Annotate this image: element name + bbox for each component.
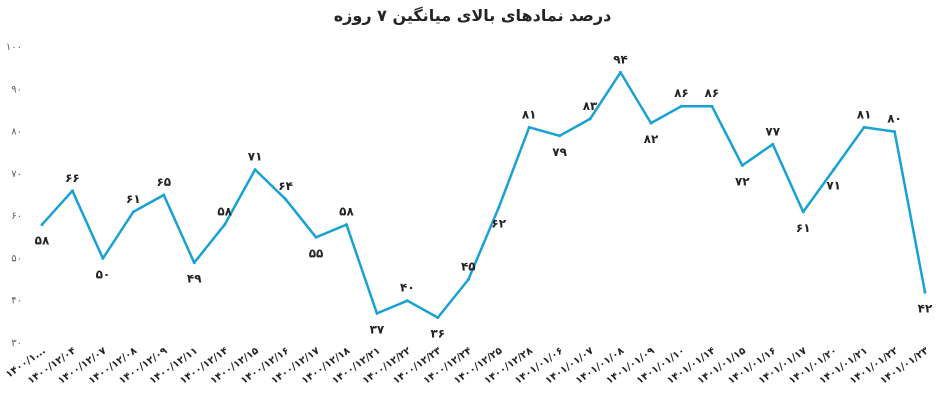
data-label: ۶۴ — [278, 179, 293, 193]
data-label: ۶۲ — [491, 217, 506, 231]
data-point — [740, 163, 744, 167]
data-label: ۵۰ — [96, 267, 111, 281]
data-point — [314, 235, 318, 239]
data-point — [588, 117, 592, 121]
data-label: ۶۶ — [65, 171, 80, 185]
data-point — [649, 121, 653, 125]
data-label: ۷۹ — [552, 145, 567, 159]
data-label: ۷۱ — [826, 179, 841, 193]
data-point — [771, 142, 775, 146]
y-tick-label: ۸۰ — [11, 127, 22, 138]
data-point — [497, 206, 501, 210]
series-line — [40, 71, 927, 319]
chart-title: درصد نمادهای بالای میانگین ۷ روزه — [333, 6, 612, 25]
data-point — [344, 223, 348, 227]
y-tick-label: ۴۰ — [11, 296, 22, 307]
data-label: ۴۲ — [918, 301, 933, 315]
data-point — [101, 256, 105, 260]
data-point — [466, 278, 470, 282]
data-point — [223, 223, 227, 227]
data-label: ۶۱ — [796, 221, 811, 235]
data-point — [801, 210, 805, 214]
data-point — [832, 168, 836, 172]
data-label: ۷۱ — [248, 150, 263, 164]
data-label: ۶۱ — [126, 192, 141, 206]
data-point — [40, 223, 44, 227]
y-tick-label: ۶۰ — [11, 211, 22, 222]
data-label: ۸۳ — [583, 99, 598, 113]
y-tick-label: ۷۰ — [11, 169, 22, 180]
data-point — [710, 104, 714, 108]
data-point — [70, 189, 74, 193]
data-label: ۷۷ — [765, 124, 780, 138]
data-label: ۵۸ — [217, 205, 232, 219]
data-point — [284, 197, 288, 201]
data-point — [527, 125, 531, 129]
data-point — [192, 261, 196, 265]
data-label: ۵۸ — [339, 205, 354, 219]
data-point — [131, 210, 135, 214]
data-point — [162, 193, 166, 197]
data-label: ۶۵ — [156, 175, 171, 189]
data-label: ۸۶ — [674, 86, 689, 100]
y-tick-label: ۹۰ — [11, 84, 22, 95]
data-point — [893, 130, 897, 134]
data-label: ۵۵ — [309, 246, 324, 260]
data-label: ۸۱ — [522, 107, 537, 121]
data-label: ۸۲ — [644, 132, 659, 146]
data-label: ۸۶ — [705, 86, 720, 100]
data-label: ۹۴ — [613, 52, 628, 66]
data-label: ۷۲ — [735, 174, 750, 188]
data-point — [862, 125, 866, 129]
data-point — [923, 290, 927, 294]
data-point — [375, 311, 379, 315]
data-label: ۳۶ — [430, 327, 445, 341]
data-point — [405, 299, 409, 303]
data-label: ۴۹ — [187, 272, 202, 286]
data-label: ۴۵ — [461, 260, 476, 274]
data-label: ۸۰ — [887, 112, 902, 126]
data-label: ۵۸ — [35, 234, 50, 248]
data-point — [436, 316, 440, 320]
y-tick-label: ۱۰۰ — [6, 42, 22, 53]
y-tick-label: ۳۰ — [11, 338, 22, 349]
data-point — [619, 70, 623, 74]
y-tick-label: ۵۰ — [11, 253, 22, 264]
data-label: ۴۰ — [400, 281, 415, 295]
data-point — [253, 168, 257, 172]
data-point — [679, 104, 683, 108]
data-label: ۸۱ — [857, 107, 872, 121]
data-label: ۳۷ — [370, 322, 385, 336]
data-point — [558, 134, 562, 138]
